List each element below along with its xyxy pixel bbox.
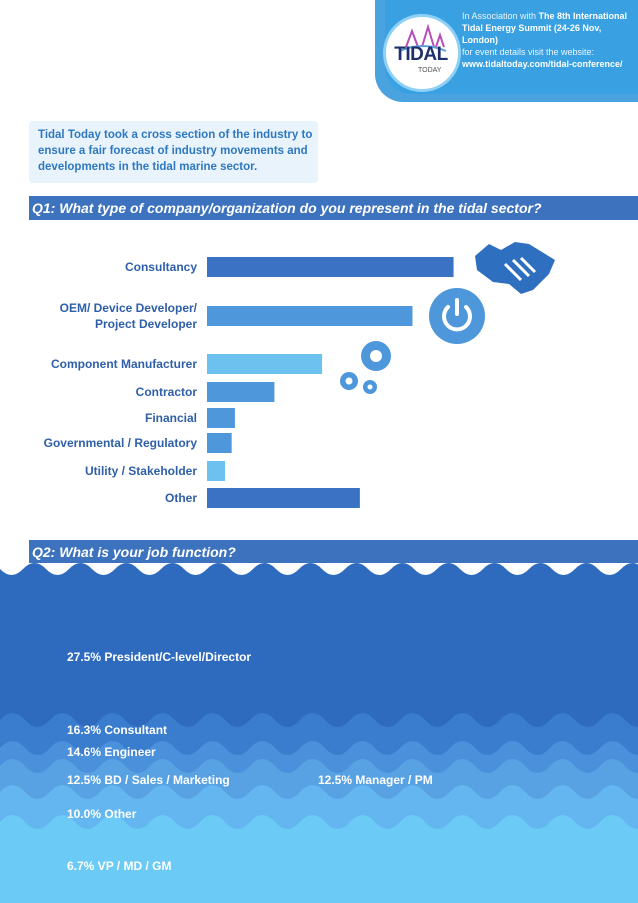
q2-title: Q2: What is your job function? <box>32 544 236 560</box>
q1-header-bar <box>29 196 638 220</box>
tidal-today-logo <box>383 14 461 92</box>
event-url[interactable]: www.tidaltoday.com/tidal-conference/ <box>462 59 623 69</box>
category-label-7: Other <box>165 491 197 505</box>
intro-box <box>29 121 318 183</box>
q1-title: Q1: What type of company/organization do… <box>32 200 542 216</box>
bar-1 <box>207 306 413 326</box>
category-label-4: Financial <box>145 411 197 425</box>
job-label-2: 14.6% Engineer <box>67 745 156 759</box>
assoc-prefix: In Association with <box>462 11 539 21</box>
bar-5 <box>207 433 232 453</box>
category-label-6: Utility / Stakeholder <box>85 464 197 478</box>
details-prefix: for event details visit the website: <box>462 47 595 57</box>
wave-band-5 <box>0 815 638 903</box>
logo-subtext: TODAY <box>418 67 442 74</box>
company-type-chart: Consultancy OEM/ Device Developer/Project… <box>44 242 555 508</box>
category-label-1-0: OEM/ Device Developer/ <box>60 301 198 315</box>
job-function-waves: 27.5% President/C-level/Director 16.3% Co… <box>0 563 638 903</box>
category-label-0: Consultancy <box>125 260 197 274</box>
job-label-1: 16.3% Consultant <box>67 723 167 737</box>
category-label-2: Component Manufacturer <box>51 357 197 371</box>
bar-7 <box>207 488 360 508</box>
gears-icon <box>340 341 391 394</box>
bar-4 <box>207 408 235 428</box>
category-label-3: Contractor <box>136 385 198 399</box>
category-label-1-1: Project Developer <box>95 317 197 331</box>
bar-0 <box>207 257 454 277</box>
power-icon <box>429 288 485 344</box>
bar-3 <box>207 382 275 402</box>
job-label-6: 6.7% VP / MD / GM <box>67 859 171 873</box>
turbine-icon <box>399 23 447 52</box>
q2-header-bar <box>29 540 638 564</box>
wave-crest-top <box>0 563 638 575</box>
bar-6 <box>207 461 226 481</box>
job-label-0: 27.5% President/C-level/Director <box>67 650 251 664</box>
category-label-5: Governmental / Regulatory <box>44 436 198 450</box>
bar-2 <box>207 354 323 374</box>
handshake-icon <box>475 242 555 294</box>
event-info: In Association with The 8th Internationa… <box>462 10 634 70</box>
job-label-3: 12.5% BD / Sales / Marketing <box>67 773 230 787</box>
logo-text: TIDAL <box>394 44 448 65</box>
event-name: The 8th International Tidal Energy Summi… <box>462 11 628 45</box>
job-label-4: 12.5% Manager / PM <box>318 773 433 787</box>
job-label-5: 10.0% Other <box>67 807 137 821</box>
intro-text: Tidal Today took a cross section of the … <box>38 129 313 173</box>
